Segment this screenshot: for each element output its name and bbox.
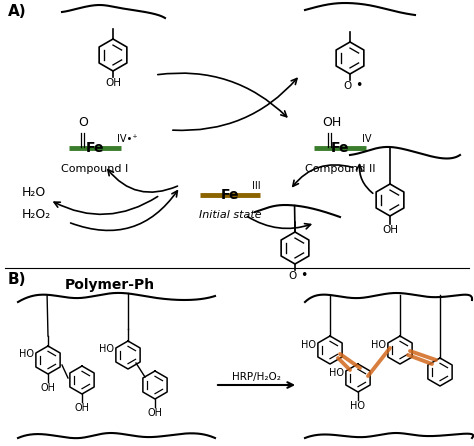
FancyArrowPatch shape xyxy=(71,191,177,231)
Text: Compound II: Compound II xyxy=(305,164,375,174)
Text: •: • xyxy=(355,79,363,92)
Text: O: O xyxy=(289,271,297,281)
FancyArrowPatch shape xyxy=(247,216,310,229)
Text: OH: OH xyxy=(74,403,90,413)
Text: H₂O₂: H₂O₂ xyxy=(22,208,51,222)
Text: OH: OH xyxy=(40,383,55,393)
Text: OH: OH xyxy=(382,225,398,235)
Text: HO: HO xyxy=(371,340,386,350)
Text: Fe: Fe xyxy=(331,141,349,155)
Text: Fe: Fe xyxy=(221,188,239,202)
FancyArrowPatch shape xyxy=(158,73,287,117)
Text: Polymer-Ph: Polymer-Ph xyxy=(65,278,155,292)
Text: HO: HO xyxy=(329,368,344,378)
Text: O: O xyxy=(344,81,352,91)
Text: OH: OH xyxy=(322,116,342,129)
Text: Initial state: Initial state xyxy=(199,210,261,220)
Text: Compound I: Compound I xyxy=(61,164,128,174)
Text: IV: IV xyxy=(362,134,372,144)
Text: HO: HO xyxy=(301,340,316,350)
Text: Fe: Fe xyxy=(86,141,104,155)
FancyArrowPatch shape xyxy=(293,165,352,186)
FancyArrowPatch shape xyxy=(356,165,373,193)
FancyArrowPatch shape xyxy=(108,169,177,192)
Text: HRP/H₂O₂: HRP/H₂O₂ xyxy=(232,372,281,382)
Text: •: • xyxy=(300,269,307,282)
Text: III: III xyxy=(252,181,261,191)
Text: IV•⁺: IV•⁺ xyxy=(117,134,137,144)
Text: O: O xyxy=(78,116,88,129)
Text: HO: HO xyxy=(99,344,114,354)
Text: HO: HO xyxy=(19,349,34,359)
Text: B): B) xyxy=(8,272,27,287)
Text: OH: OH xyxy=(147,408,163,418)
Text: OH: OH xyxy=(105,78,121,88)
Text: HO: HO xyxy=(350,401,365,411)
Text: H₂O: H₂O xyxy=(22,186,46,198)
FancyArrowPatch shape xyxy=(173,78,297,130)
Text: A): A) xyxy=(8,4,27,19)
